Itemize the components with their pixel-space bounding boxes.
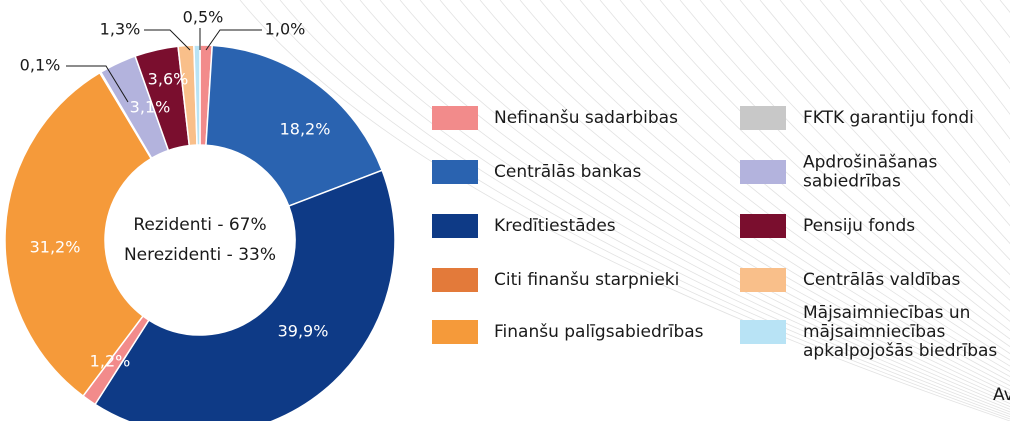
decor-line — [659, 0, 1010, 332]
legend-label: apkalpojošās biedrības — [803, 341, 997, 361]
legend-swatch — [740, 106, 786, 130]
legend-swatch — [432, 106, 478, 130]
legend-label: Centrālās bankas — [494, 162, 642, 182]
decor-line — [759, 0, 1010, 276]
legend-swatch — [432, 160, 478, 184]
decor-line — [419, 0, 1010, 398]
decor-line — [459, 0, 1010, 391]
decor-line — [599, 0, 1010, 355]
legend-label: Nefinanšu sadarbibas — [494, 108, 678, 128]
legend-label: Finanšu palīgsabiedrības — [494, 322, 704, 342]
legend-swatch — [432, 268, 478, 292]
legend-label: Centrālās valdības — [803, 270, 961, 290]
decor-line — [299, 0, 1010, 415]
decor-line — [779, 0, 1010, 261]
legend-label: mājsaimniecības — [803, 322, 945, 342]
data-label: 1,2% — [90, 352, 131, 371]
decor-line — [239, 0, 1010, 421]
decor-line — [559, 0, 1010, 367]
decor-line — [279, 0, 1010, 418]
decor-line — [899, 0, 1010, 140]
data-label: 0,1% — [20, 56, 61, 75]
decor-line — [939, 0, 1010, 90]
decor-line — [879, 0, 1010, 164]
slice — [193, 44, 201, 146]
decor-line — [739, 0, 1010, 289]
legend-swatch — [740, 214, 786, 238]
decor-line — [999, 0, 1010, 14]
decor-line — [859, 0, 1010, 186]
source: Av — [993, 385, 1010, 405]
decor-line — [839, 0, 1010, 207]
slice — [4, 71, 153, 398]
legend-label: sabiedrības — [803, 172, 901, 192]
data-label: 1,3% — [100, 20, 141, 39]
data-label: 39,9% — [278, 322, 329, 341]
legend-swatch — [432, 214, 478, 238]
data-label: 31,2% — [30, 238, 81, 257]
decor-line — [579, 0, 1010, 361]
center-text: Rezidenti - 67% — [133, 215, 266, 235]
decor-line — [379, 0, 1010, 404]
decor-line — [639, 0, 1010, 340]
legend-label: Citi finanšu starpnieki — [494, 270, 679, 290]
decor-line — [339, 0, 1010, 410]
legend-swatch — [740, 320, 786, 344]
decor-line — [819, 0, 1010, 227]
leader-line — [205, 29, 262, 51]
donut — [4, 44, 396, 421]
data-label: 18,2% — [280, 120, 331, 139]
decor-line — [259, 0, 1010, 420]
decor-line — [359, 0, 1010, 407]
data-label: 3,6% — [148, 70, 189, 89]
legend-label: Pensiju fonds — [803, 216, 915, 236]
data-label: 0,5% — [183, 8, 224, 27]
decor-line — [799, 0, 1010, 245]
decor-line — [399, 0, 1010, 401]
decor-line — [679, 0, 1010, 322]
legend-label: Apdrošināšanas — [803, 153, 937, 173]
legend-swatch — [740, 268, 786, 292]
slice — [205, 44, 384, 208]
legend-swatch — [432, 320, 478, 344]
decor-line — [499, 0, 1010, 382]
slice — [94, 169, 396, 421]
legend-label: FKTK garantiju fondi — [803, 108, 974, 128]
decor-line — [919, 0, 1010, 115]
data-label: 1,0% — [265, 20, 306, 39]
legend-swatch — [740, 160, 786, 184]
legend-label: Kredītiestādes — [494, 216, 616, 236]
decor-line — [319, 0, 1010, 413]
center-text: Nerezidenti - 33% — [124, 245, 276, 265]
decor-line — [439, 0, 1010, 394]
decor-line — [699, 0, 1010, 312]
decor-line — [959, 0, 1010, 64]
decor-line — [719, 0, 1010, 301]
legend-label: Mājsaimniecības un — [803, 303, 970, 323]
leader-line — [144, 29, 191, 51]
decor-line — [619, 0, 1010, 348]
decor-line — [479, 0, 1010, 387]
data-label: 3,1% — [130, 98, 171, 117]
background-lines — [239, 0, 1010, 421]
leader-line — [66, 65, 129, 103]
